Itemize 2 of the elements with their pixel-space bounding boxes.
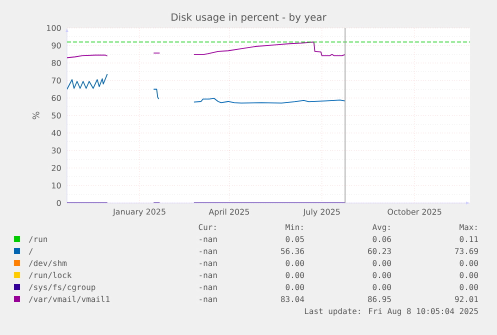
y-axis-title: %: [32, 112, 40, 120]
chart-title: Disk usage in percent - by year: [172, 13, 326, 23]
